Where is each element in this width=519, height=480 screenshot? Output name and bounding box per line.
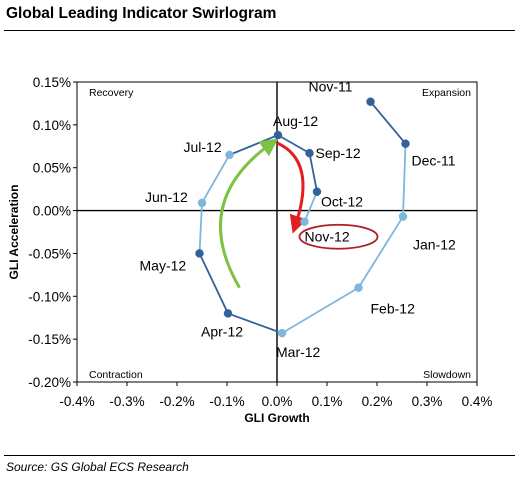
series-segment xyxy=(277,134,310,154)
x-tick-label: -0.2% xyxy=(159,394,194,409)
series-segment xyxy=(357,216,404,289)
point-label: May-12 xyxy=(140,257,187,273)
y-tick-label: -0.20% xyxy=(28,375,71,390)
y-tick-label: 0.15% xyxy=(33,75,71,90)
data-point xyxy=(273,130,283,140)
x-tick-label: 0.4% xyxy=(462,394,493,409)
y-tick-label: 0.05% xyxy=(33,161,71,176)
data-point xyxy=(401,139,410,148)
point-label: Jul-12 xyxy=(184,139,222,155)
series-segment xyxy=(227,312,283,334)
point-label: Nov-12 xyxy=(305,229,350,245)
point-label: Nov-11 xyxy=(309,79,353,95)
point-label: Dec-11 xyxy=(412,153,456,169)
quadrant-label-contraction: Contraction xyxy=(89,369,143,381)
source-note: Source: GS Global ECS Research xyxy=(6,460,189,474)
series-segment xyxy=(198,253,229,314)
series-segment xyxy=(303,191,318,223)
data-point xyxy=(225,150,234,160)
data-point xyxy=(354,283,363,292)
quadrant-label-recovery: Recovery xyxy=(89,87,134,99)
series-segment xyxy=(281,286,359,334)
point-label: Sep-12 xyxy=(316,145,361,161)
y-tick-label: 0.10% xyxy=(33,118,71,133)
data-point xyxy=(277,328,287,338)
point-label: Jun-12 xyxy=(145,189,188,205)
y-tick-label: -0.05% xyxy=(28,246,71,261)
highlight-ellipse xyxy=(298,223,379,250)
series-segment xyxy=(201,154,231,204)
x-axis-title: GLI Growth xyxy=(244,411,309,425)
data-point xyxy=(305,148,314,158)
chart-title: Global Leading Indicator Swirlogram xyxy=(6,5,277,22)
quadrant-label-slowdown: Slowdown xyxy=(423,369,471,381)
x-tick-label: 0.0% xyxy=(262,394,293,409)
point-label: Aug-12 xyxy=(273,113,318,129)
title-rule xyxy=(4,30,515,31)
series-segment xyxy=(402,143,407,217)
source-rule xyxy=(4,455,515,456)
point-label: Oct-12 xyxy=(321,194,363,210)
data-point xyxy=(300,217,309,226)
swirlogram-chart: 0.15% 0.10% 0.05% 0.00% -0.05% -0.10% -0.15% -0… xyxy=(7,75,493,425)
point-label: Jan-12 xyxy=(413,237,456,253)
data-point xyxy=(197,198,207,208)
y-axis-title: GLI Acceleration xyxy=(7,185,21,280)
series-segment xyxy=(198,202,203,254)
point-label: Mar-12 xyxy=(276,344,321,360)
y-tick-label: -0.15% xyxy=(28,332,71,347)
data-point xyxy=(398,212,408,221)
data-point xyxy=(312,187,322,196)
point-label: Apr-12 xyxy=(201,323,243,339)
point-label: Feb-12 xyxy=(371,301,416,317)
data-point xyxy=(366,97,375,106)
data-point xyxy=(223,309,233,318)
x-tick-label: 0.3% xyxy=(412,394,443,409)
quadrant-label-expansion: Expansion xyxy=(422,87,471,99)
x-tick-label: -0.4% xyxy=(59,394,94,409)
series-segment xyxy=(308,152,318,192)
red-trend-arrow xyxy=(276,141,307,234)
data-point xyxy=(195,249,204,258)
x-tick-label: 0.2% xyxy=(362,394,393,409)
green-trend-arrow xyxy=(219,138,279,289)
x-tick-label: 0.1% xyxy=(312,394,343,409)
x-tick-label: -0.1% xyxy=(209,394,244,409)
y-tick-label: 0.00% xyxy=(33,204,71,219)
x-tick-label: -0.3% xyxy=(109,394,144,409)
series-segment xyxy=(369,101,407,145)
series-segment xyxy=(229,134,279,156)
y-tick-label: -0.10% xyxy=(28,289,71,304)
